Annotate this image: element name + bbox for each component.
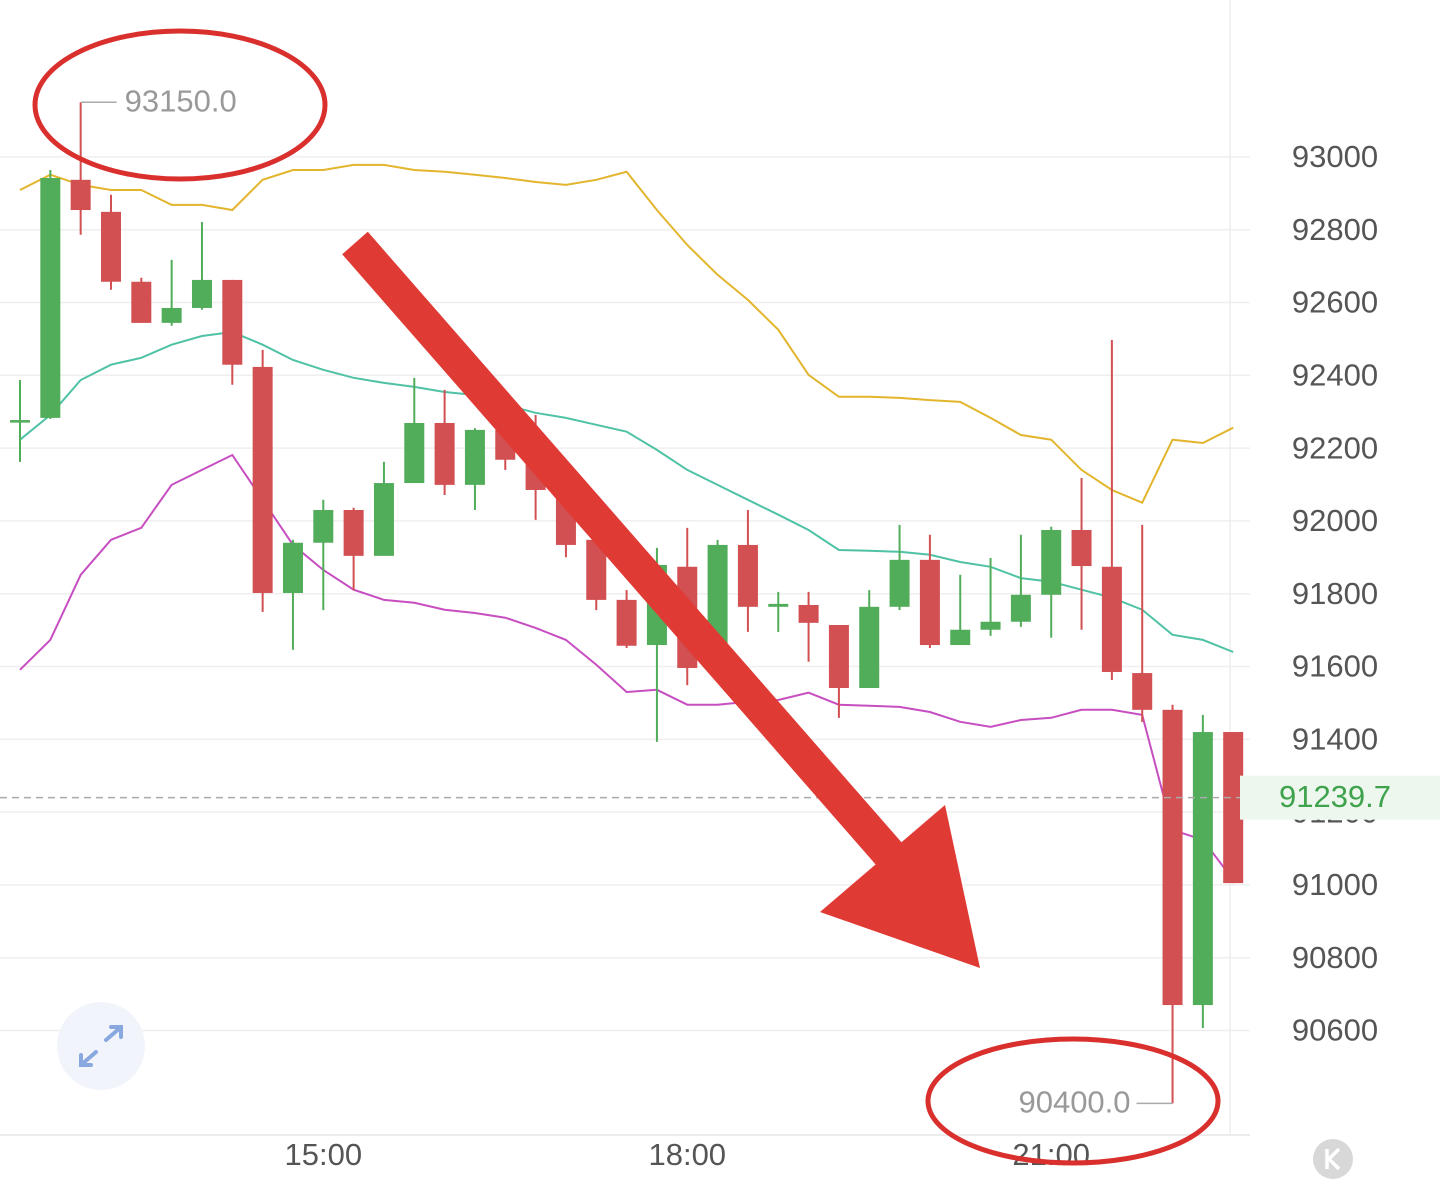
last-price-box (1240, 775, 1440, 820)
arrow-head (820, 805, 980, 968)
candle-body (161, 307, 182, 323)
y-tick-label: 90800 (1292, 940, 1378, 975)
candle-body (1132, 673, 1153, 710)
y-tick-label: 91000 (1292, 867, 1378, 902)
max-marker-label: 93150.0 (125, 83, 237, 118)
arrow-shaft (342, 231, 903, 867)
highlight-ellipse (32, 28, 328, 182)
candle-body (768, 603, 789, 607)
candle-body (1223, 732, 1244, 884)
candle-body (919, 559, 940, 646)
indicator-line (19, 163, 1234, 504)
y-tick-label: 92800 (1292, 212, 1378, 247)
candle-body (40, 178, 61, 418)
expand-button[interactable] (57, 1002, 145, 1090)
candle-body (343, 509, 364, 556)
candle-body (404, 422, 425, 484)
candle-body (282, 542, 303, 593)
candle-body (950, 629, 971, 646)
candle-body (1041, 530, 1062, 595)
y-tick-label: 91800 (1292, 576, 1378, 611)
candle-body (1071, 530, 1092, 567)
highlight-ellipse (925, 1036, 1221, 1166)
indicator-line (19, 453, 1234, 881)
min-marker-label: 90400.0 (1018, 1085, 1130, 1120)
candle-body (70, 179, 91, 211)
candle-body (100, 211, 121, 282)
candle-body (10, 420, 30, 423)
y-tick-label: 91400 (1292, 722, 1378, 757)
candle-body (616, 599, 637, 646)
y-tick-label: 91600 (1292, 649, 1378, 684)
y-tick-label: 92000 (1292, 503, 1378, 538)
y-tick-label: 92200 (1292, 430, 1378, 465)
candle-body (889, 559, 910, 607)
candle-body (737, 544, 758, 607)
y-tick-label: 90600 (1292, 1013, 1378, 1048)
candle-body (1010, 594, 1031, 622)
y-tick-label: 92600 (1292, 285, 1378, 320)
candle-body (798, 604, 819, 623)
candle-body (586, 539, 607, 600)
x-tick-label: 18:00 (648, 1137, 726, 1172)
candle-body (131, 281, 152, 323)
candle-body (191, 279, 212, 308)
candle-body (1162, 709, 1183, 1006)
y-tick-label: 92400 (1292, 357, 1378, 392)
x-tick-label: 21:00 (1012, 1137, 1090, 1172)
x-tick-label: 15:00 (285, 1137, 363, 1172)
indicator-line (19, 330, 1234, 653)
candle-body (1101, 566, 1122, 672)
candle-body (1192, 732, 1213, 1006)
candle-body (373, 483, 394, 556)
candle-body (313, 509, 334, 543)
annotation-overlay (32, 28, 1353, 1179)
candle-body (828, 625, 849, 688)
expand-icon (79, 1025, 123, 1067)
k-icon (1325, 1147, 1341, 1171)
candle-body (222, 279, 243, 365)
candle-body (980, 621, 1001, 630)
candle-body (434, 422, 455, 485)
k-button[interactable] (1313, 1139, 1353, 1179)
candle-body (252, 366, 273, 593)
y-tick-label: 93000 (1292, 139, 1378, 174)
last-price-label: 91239.7 (1279, 779, 1391, 814)
candle-body (464, 429, 485, 485)
candle-body (859, 606, 880, 688)
